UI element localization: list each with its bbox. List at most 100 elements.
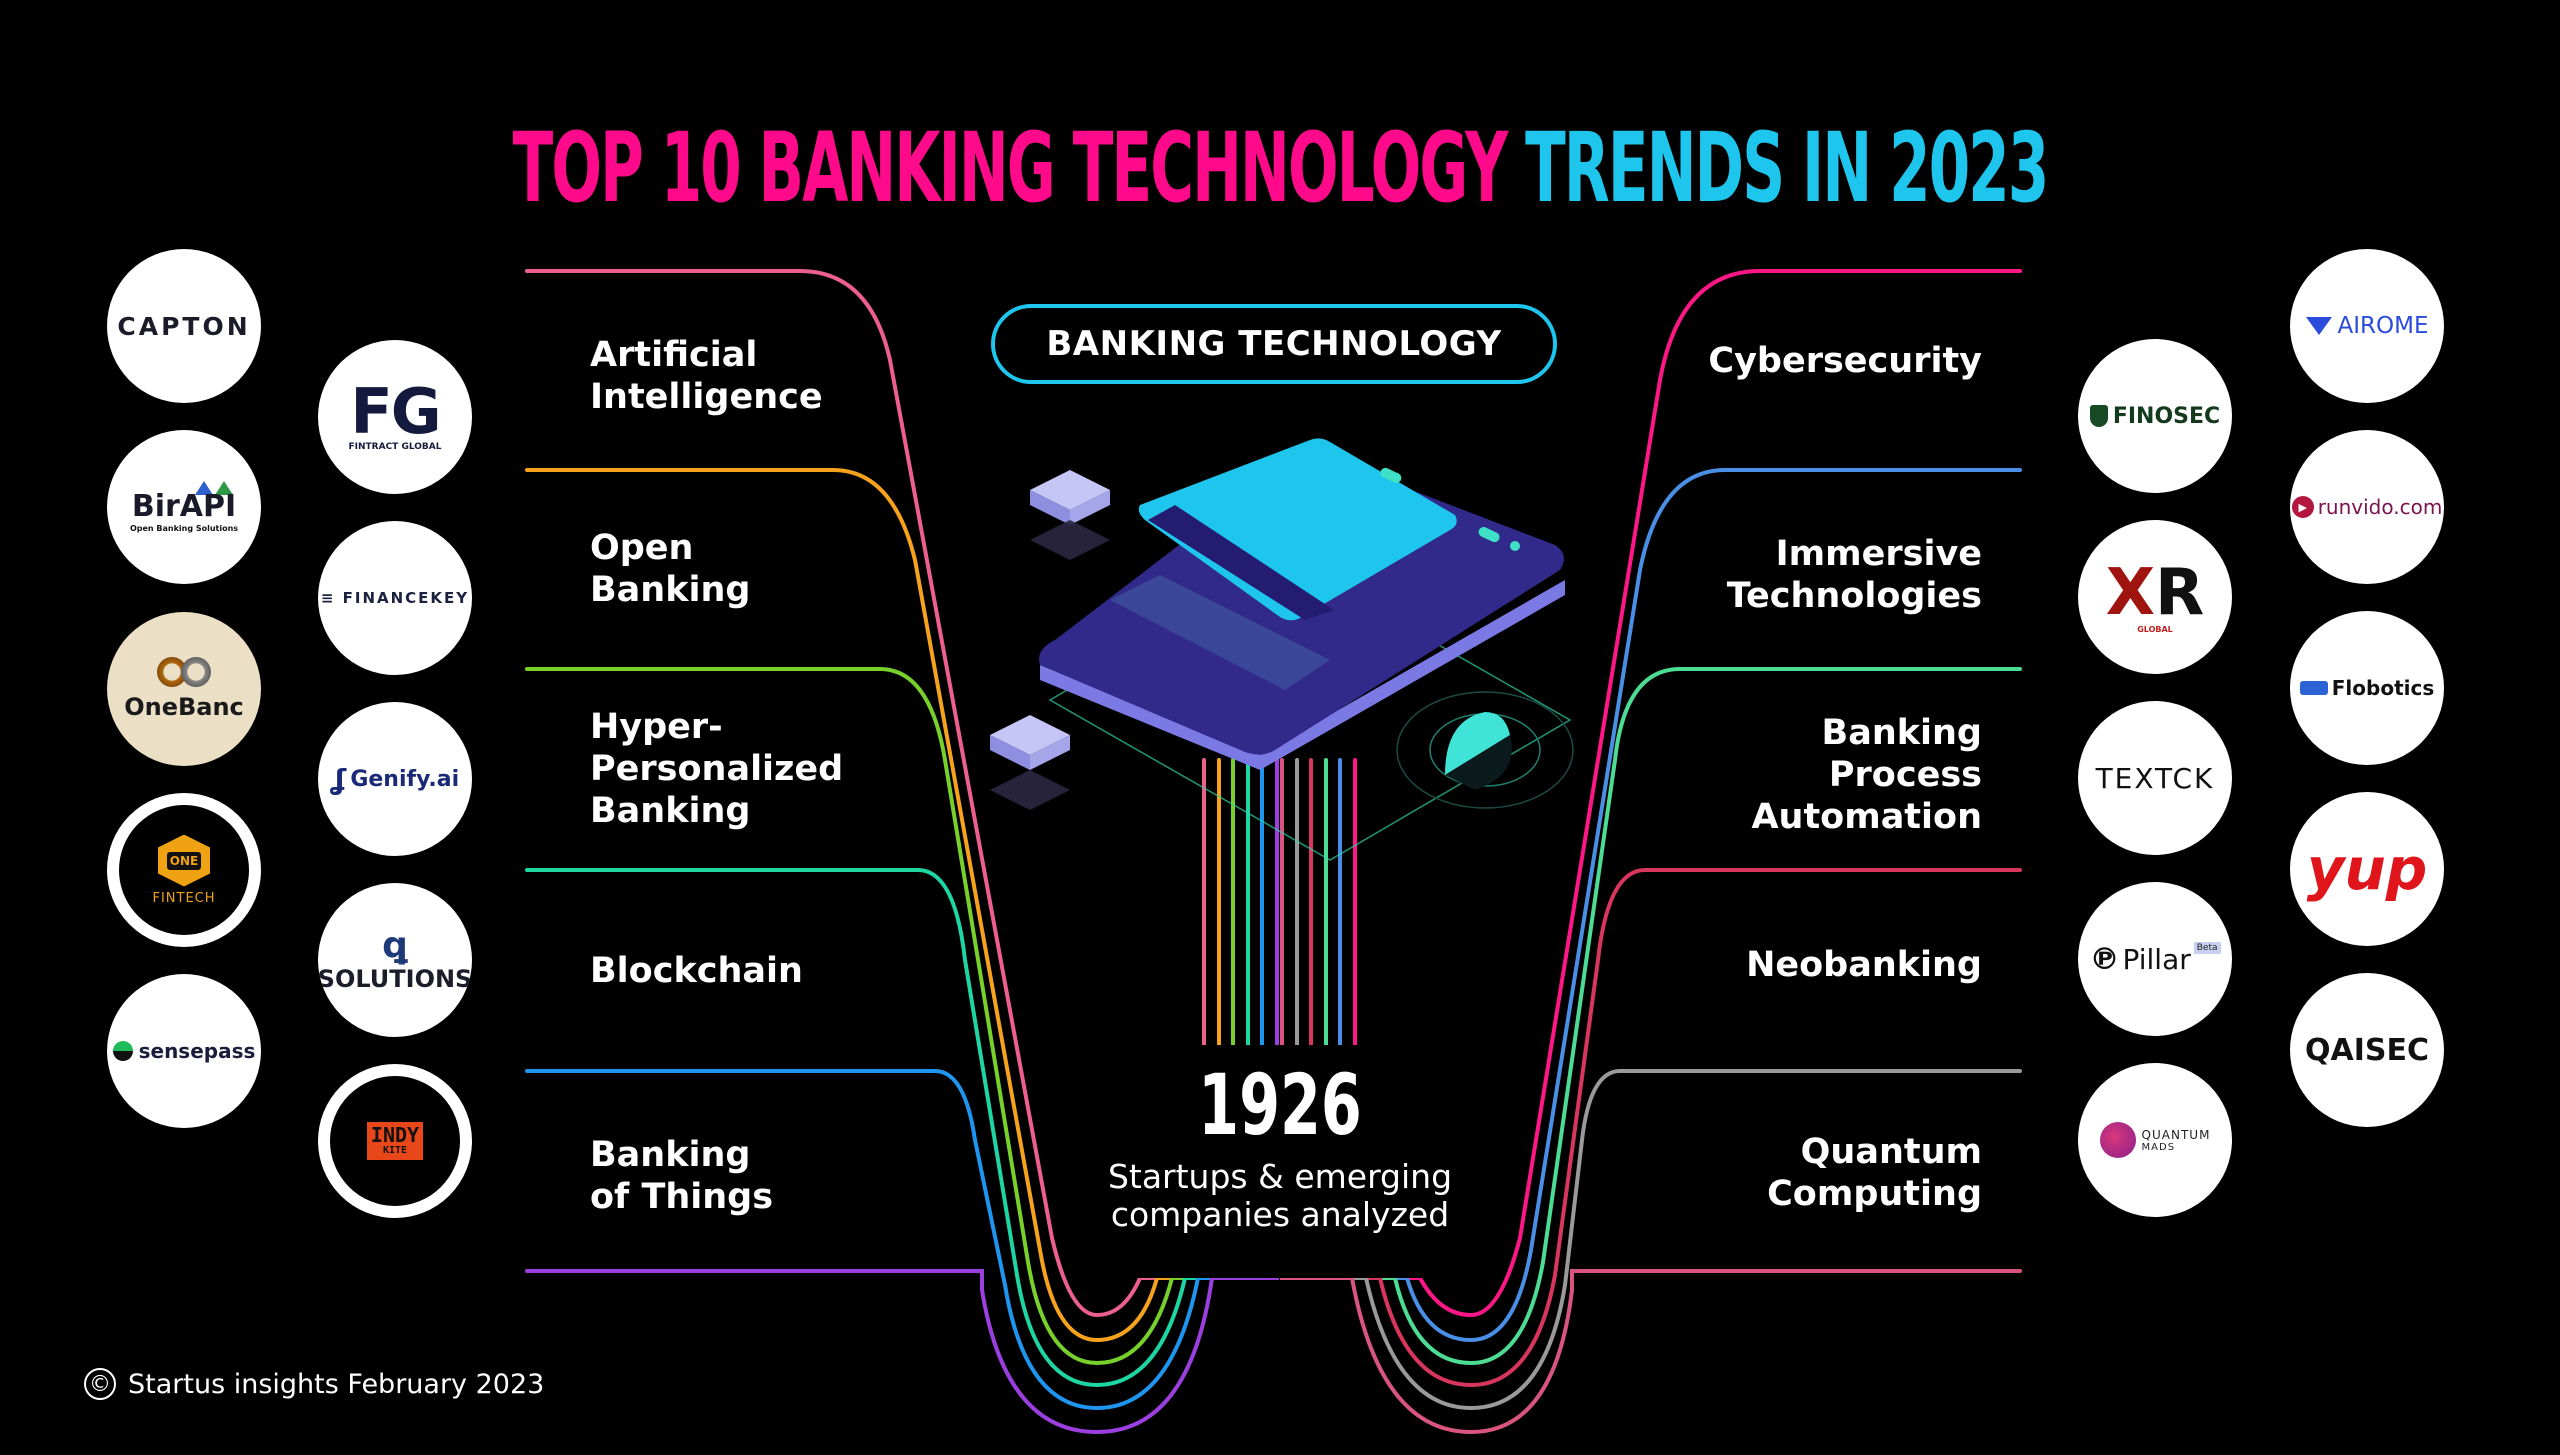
xr-row: X R	[2106, 561, 2205, 625]
indykite-mark: INDY KITE	[366, 1122, 424, 1160]
logo-flobotics[interactable]: Flobotics	[2290, 611, 2444, 765]
trend-banking-of-things: Banking of Things	[590, 1134, 773, 1218]
onebanc-mark-icon	[157, 657, 211, 687]
logo-airome-text: AIROME	[2337, 313, 2429, 339]
flobotics-mark-icon	[2299, 681, 2328, 695]
trend-text: Cybersecurity	[1708, 341, 1982, 381]
airome-row: AIROME	[2305, 313, 2429, 339]
financekey-label: FINANCEKEY	[342, 589, 470, 607]
logo-capton-text: CAPTON	[117, 311, 251, 341]
line-hyper	[525, 667, 1235, 1366]
line-blockchain	[525, 758, 1250, 1388]
trend-quantum-computing: Quantum Computing	[1767, 1131, 1982, 1215]
logo-solutions[interactable]: ꝗ SOLUTIONS	[318, 883, 472, 1037]
trend-text: Personalized	[590, 749, 844, 789]
xr-x-icon: X	[2105, 555, 2156, 630]
trend-text: Technologies	[1726, 576, 1982, 616]
flobotics-row: Flobotics	[2299, 676, 2434, 700]
clover-icon	[195, 481, 233, 495]
trend-text: Neobanking	[1746, 945, 1982, 985]
logo-qaisec[interactable]: QAISEC	[2290, 973, 2444, 1127]
quantum-label: QUANTUM	[2141, 1127, 2211, 1142]
trend-text: Blockchain	[590, 951, 803, 991]
logo-textck-text: TEXTCK	[2095, 761, 2215, 795]
line-immersive	[1338, 468, 2022, 1343]
trend-text: Banking	[1821, 713, 1982, 753]
quantum-text: QUANTUM MADS	[2142, 1128, 2211, 1153]
trend-text: Hyper-	[590, 707, 723, 747]
airome-mark-icon	[2305, 317, 2332, 335]
logo-pillar-text: Pillar	[2122, 942, 2191, 976]
trend-text: Immersive	[1775, 534, 1982, 574]
logo-finosec-text: FINOSEC	[2112, 403, 2221, 429]
company-count: 1926	[1198, 1056, 1362, 1154]
pillar-p-icon: ℗	[2089, 941, 2120, 977]
trend-text: Computing	[1767, 1174, 1982, 1214]
logo-xr-global[interactable]: X R GLOBAL	[2078, 520, 2232, 674]
logo-runvido[interactable]: ▶ runvido.com	[2290, 430, 2444, 584]
logo-birapi-sub: Open Banking Solutions	[129, 524, 239, 533]
trend-hyper-personalized-banking: Hyper- Personalized Banking	[590, 706, 843, 832]
line-bot	[525, 758, 1264, 1411]
copyright-icon: ©	[84, 1368, 116, 1400]
trend-text: Intelligence	[590, 377, 823, 417]
logo-textck[interactable]: TEXTCK	[2078, 701, 2232, 855]
trend-neobanking: Neobanking	[1746, 944, 1982, 986]
logo-fg-text: FG	[350, 375, 441, 448]
logo-sensepass-text: sensepass	[138, 1039, 256, 1063]
logo-airome[interactable]: AIROME	[2290, 249, 2444, 403]
logo-qaisec-text: QAISEC	[2305, 1032, 2429, 1068]
logo-indykite[interactable]: INDY KITE	[318, 1064, 472, 1218]
logo-quantum-mads[interactable]: QUANTUM MADS	[2078, 1063, 2232, 1217]
runvido-row: ▶ runvido.com	[2291, 495, 2443, 519]
financekey-mark-icon: ≡	[320, 589, 343, 607]
logo-onebanc-text: OneBanc	[124, 693, 244, 721]
logo-pillar[interactable]: ℗ Pillar Beta	[2078, 882, 2232, 1036]
hexagon-icon: ONE	[158, 834, 210, 887]
trend-text: Process	[1828, 755, 1982, 795]
hexagon-mark-text: ONE	[166, 851, 202, 870]
pill-label: BANKING TECHNOLOGY	[1046, 324, 1502, 364]
line-cyber	[1353, 269, 2022, 1318]
line-right-bottom	[1280, 758, 2022, 1435]
logo-financekey[interactable]: ≡ FINANCEKEY	[318, 521, 472, 675]
trend-text: Banking	[590, 1135, 751, 1175]
line-purple	[525, 758, 1279, 1435]
logo-fintract-global[interactable]: FG FINTRACT GLOBAL	[318, 340, 472, 494]
logo-birapi-text: BirAPI	[131, 489, 237, 524]
shield-icon	[2089, 405, 2108, 427]
logo-one-fintech[interactable]: ONE FINTECH	[107, 793, 261, 947]
trend-immersive-technologies: Immersive Technologies	[1727, 533, 1982, 617]
sensepass-row: sensepass	[112, 1039, 256, 1063]
logo-finosec[interactable]: FINOSEC	[2078, 339, 2232, 493]
logo-yup-text: yup	[2306, 835, 2428, 903]
logo-capton[interactable]: CAPTON	[107, 249, 261, 403]
trend-cybersecurity: Cybersecurity	[1708, 340, 1982, 382]
logo-yup[interactable]: yup	[2290, 792, 2444, 946]
line-bpa	[1324, 667, 2022, 1366]
play-icon: ▶	[2291, 496, 2314, 518]
footer-text: Startus insights February 2023	[128, 1368, 545, 1400]
logo-runvido-text: runvido.com	[2317, 495, 2443, 519]
line-neobanking	[1309, 758, 2022, 1388]
logo-solutions-text: SOLUTIONS	[318, 965, 472, 993]
trend-artificial-intelligence: Artificial Intelligence	[590, 334, 823, 418]
trend-text: Quantum	[1800, 1132, 1982, 1172]
mads-label: MADS	[2141, 1141, 2176, 1153]
logo-genify[interactable]: ʆ Genify.ai	[318, 702, 472, 856]
logo-financekey-text: ≡ FINANCEKEY	[321, 589, 469, 607]
line-open-banking	[525, 468, 1221, 1343]
quantum-row: QUANTUM MADS	[2099, 1122, 2211, 1158]
logo-birapi[interactable]: BirAPI Open Banking Solutions	[107, 430, 261, 584]
logo-sensepass[interactable]: sensepass	[107, 974, 261, 1128]
sensepass-icon	[112, 1041, 133, 1061]
logo-onebanc[interactable]: OneBanc	[107, 612, 261, 766]
logo-genify-text: Genify.ai	[350, 766, 460, 792]
logo-fintech-text: FINTECH	[152, 890, 216, 906]
line-ai	[525, 269, 1206, 1318]
xr-r-icon: R	[2155, 555, 2205, 630]
finosec-row: FINOSEC	[2089, 403, 2221, 429]
trend-blockchain: Blockchain	[590, 950, 803, 992]
sq-mark-icon: ꝗ	[382, 925, 408, 966]
